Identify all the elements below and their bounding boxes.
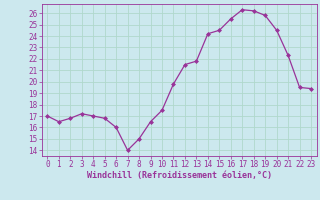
X-axis label: Windchill (Refroidissement éolien,°C): Windchill (Refroidissement éolien,°C)	[87, 171, 272, 180]
